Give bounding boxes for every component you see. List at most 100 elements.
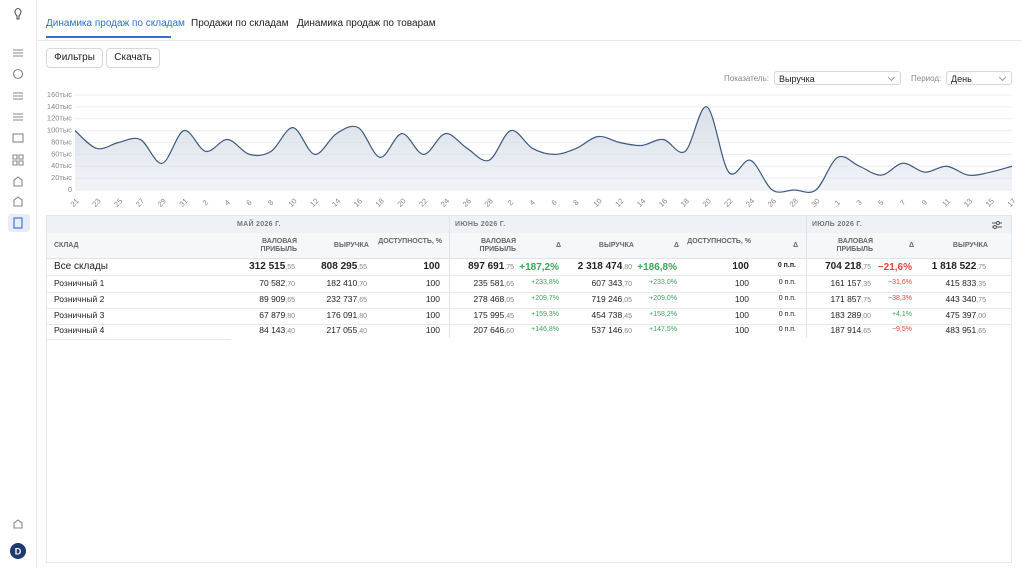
cell: 235 581,65 xyxy=(474,278,514,288)
nav-active-bg xyxy=(8,214,30,232)
cell: 182 410,70 xyxy=(327,278,367,288)
filter-button[interactable]: Фильтры xyxy=(46,48,103,68)
tab[interactable]: Динамика продаж по складам xyxy=(46,18,185,29)
cell-frac: ,75 xyxy=(504,264,514,271)
cell-frac: ,65 xyxy=(504,281,514,288)
cell-int: 171 857 xyxy=(830,294,862,304)
cell: 89 909,65 xyxy=(259,294,295,304)
row-name: Розничный 3 xyxy=(54,310,105,320)
x-tick-label: 17 xyxy=(1006,197,1018,209)
avatar-letter: D xyxy=(15,547,22,557)
cell-int: 235 581 xyxy=(473,278,505,288)
cell: 475 397,00 xyxy=(946,310,986,320)
cell: 454 738,45 xyxy=(592,310,632,320)
column-header: Δ xyxy=(908,242,914,249)
x-tick-label: 9 xyxy=(920,198,929,207)
cell: 1 818 522,75 xyxy=(932,261,986,272)
cell: 537 146,60 xyxy=(592,325,632,335)
cell: 70 582,70 xyxy=(259,278,295,288)
cell-frac: ,00 xyxy=(861,313,871,320)
nav-icon-active[interactable] xyxy=(13,217,23,229)
cell-int: 897 691 xyxy=(468,261,505,272)
select[interactable]: День xyxy=(946,71,1012,85)
cell-frac: ,60 xyxy=(504,328,514,335)
avatar[interactable] xyxy=(10,543,26,559)
cell-frac: ,55 xyxy=(285,264,295,271)
cell: 171 857,75 xyxy=(831,294,871,304)
x-tick-label: 21 xyxy=(69,197,81,209)
cell-frac: ,65 xyxy=(861,328,871,335)
nav-icon[interactable] xyxy=(13,519,23,529)
cell-frac: ,80 xyxy=(285,313,295,320)
x-tick-label: 14 xyxy=(330,197,342,209)
nav-icon[interactable] xyxy=(13,92,23,100)
x-tick-label: 10 xyxy=(591,197,603,209)
nav-icon[interactable] xyxy=(13,176,23,187)
x-tick-label: 28 xyxy=(483,197,495,209)
cell: +158,2% xyxy=(649,311,677,318)
nav-icon[interactable] xyxy=(12,68,24,80)
x-tick-label: 23 xyxy=(90,197,102,209)
cell: 217 055,40 xyxy=(327,325,367,335)
cell-frac: ,65 xyxy=(357,297,367,304)
y-tick-label: 0 xyxy=(68,185,72,194)
cell: 704 218,75 xyxy=(825,261,871,272)
nav-icon[interactable] xyxy=(12,154,24,166)
cell-int: 483 951 xyxy=(945,325,977,335)
cell: +147,5% xyxy=(649,326,677,333)
tab[interactable]: Продажи по складам xyxy=(191,18,289,29)
column-header: Δ xyxy=(673,242,679,249)
cell-frac: ,80 xyxy=(622,264,632,271)
month-header-row xyxy=(47,216,1011,233)
cell: 0 п.п. xyxy=(777,262,796,269)
month-header: ИЮЛЬ 2026 Г. xyxy=(812,221,863,228)
x-tick-label: 31 xyxy=(177,197,189,209)
line xyxy=(74,106,1013,193)
cell: 84 143,40 xyxy=(259,325,295,335)
logo[interactable] xyxy=(14,7,22,20)
column-header: ВАЛОВАЯ ПРИБЫЛЬ xyxy=(836,238,873,253)
cell: 100 xyxy=(425,310,440,320)
cell-int: 183 289 xyxy=(830,310,862,320)
cell-frac: ,35 xyxy=(976,281,986,288)
x-tick-label: 12 xyxy=(308,197,320,209)
nav-icon[interactable] xyxy=(12,133,24,143)
cell-int: 719 246 xyxy=(591,294,623,304)
cell-frac: ,75 xyxy=(861,264,871,271)
cell-int: 161 157 xyxy=(830,278,862,288)
cell-int: 207 646 xyxy=(473,325,505,335)
x-tick-label: 6 xyxy=(549,198,558,207)
x-tick-label: 1 xyxy=(833,198,842,207)
cell-frac: ,80 xyxy=(357,313,367,320)
nav-icon[interactable] xyxy=(13,49,23,57)
cell-frac: ,75 xyxy=(976,264,986,271)
y-tick-label: 100тыс xyxy=(47,126,72,135)
select[interactable]: Выручка xyxy=(774,71,901,85)
tab[interactable]: Динамика продаж по товарам xyxy=(297,18,436,29)
x-tick-label: 13 xyxy=(962,197,974,209)
cell: 67 879,80 xyxy=(259,310,295,320)
nav-icon[interactable] xyxy=(13,196,23,207)
cell-frac: ,45 xyxy=(622,313,632,320)
cell: −9,5% xyxy=(891,326,912,333)
cell: 2 318 474,80 xyxy=(578,261,632,272)
x-tick-label: 10 xyxy=(286,197,298,209)
cell: 0 п.п. xyxy=(778,311,796,318)
cell-int: 278 468 xyxy=(473,294,505,304)
x-tick-label: 2 xyxy=(506,198,515,207)
cell: 183 289,00 xyxy=(831,310,871,320)
x-tick-label: 22 xyxy=(722,197,734,209)
cell-frac: ,60 xyxy=(622,328,632,335)
column-header: ВАЛОВАЯ ПРИБЫЛЬ xyxy=(260,238,297,253)
chart: 0 20тыс 40тыс 60тыс 80тыс 100тыс 120тыс 140тыс 1… xyxy=(47,90,1018,209)
table-settings-icon[interactable] xyxy=(991,220,1003,230)
x-tick-label: 25 xyxy=(112,197,124,209)
x-tick-label: 24 xyxy=(439,197,451,209)
cell: 0 п.п. xyxy=(778,295,796,302)
cell: 100 xyxy=(425,325,440,335)
download-button[interactable]: Скачать xyxy=(106,48,160,68)
cell: 415 833,35 xyxy=(946,278,986,288)
nav-icon[interactable] xyxy=(13,113,23,121)
column-header: ДОСТУПНОСТЬ, % xyxy=(687,238,751,245)
